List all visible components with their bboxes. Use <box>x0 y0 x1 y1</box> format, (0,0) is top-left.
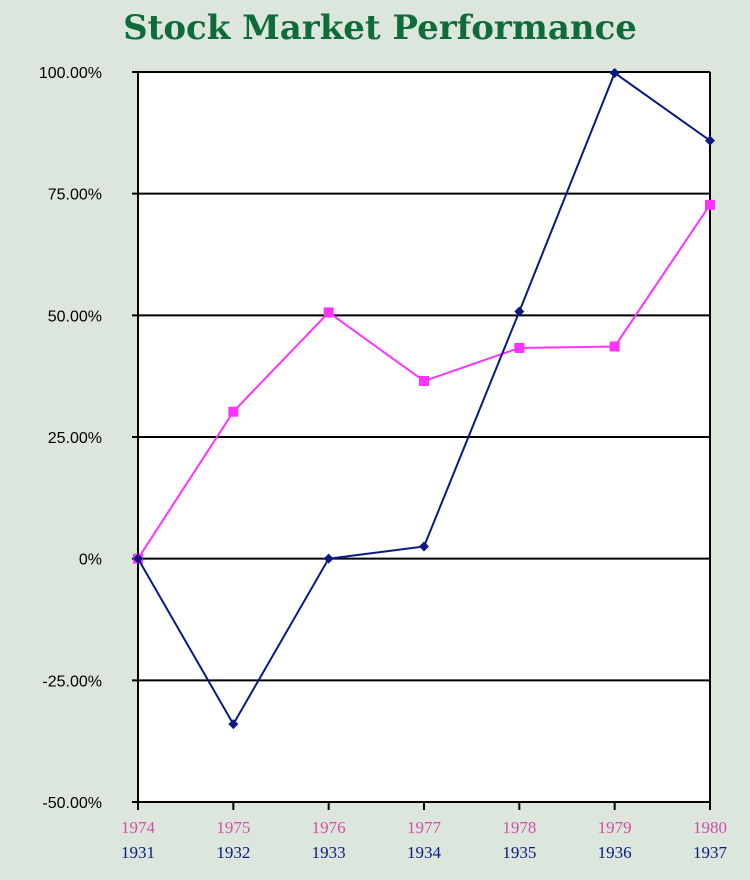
y-tick-label: 25.00% <box>48 430 102 447</box>
x-axis-tick-labels: 1974 1931 1975 1932 1976 1933 1977 1934 1978 1935… <box>121 818 728 862</box>
y-tick-label: -50.00% <box>42 795 102 812</box>
y-tick-label: 0% <box>79 552 102 569</box>
x-tick-label-bottom: 1937 <box>693 843 728 862</box>
data-series <box>133 67 715 730</box>
x-tick-label-top: 1979 <box>598 818 632 837</box>
data-point-square <box>609 341 620 352</box>
data-point-diamond <box>228 719 239 730</box>
x-tick-label-bottom: 1935 <box>502 843 536 862</box>
y-tick-label: 75.00% <box>48 187 102 204</box>
data-point-square <box>228 406 239 417</box>
data-point-diamond <box>419 541 429 552</box>
y-axis-tick-labels: -50.00% -25.00% 0% 25.00% 50.00% 75.00% 100.00… <box>39 65 102 812</box>
data-point-diamond <box>705 135 715 146</box>
x-tick-label-bottom: 1936 <box>598 843 632 862</box>
x-tick-label-bottom: 1932 <box>216 843 250 862</box>
x-tick-label-top: 1977 <box>407 818 442 837</box>
x-tick-label-top: 1980 <box>693 818 727 837</box>
axes <box>137 72 711 810</box>
x-tick-label-bottom: 1931 <box>121 843 155 862</box>
data-point-diamond <box>133 553 143 564</box>
data-point-square <box>514 342 525 353</box>
data-point-diamond <box>514 306 525 317</box>
y-tick-label: -25.00% <box>42 673 102 690</box>
x-tick-label-bottom: 1933 <box>312 843 346 862</box>
data-point-square <box>419 376 429 387</box>
x-tick-label-bottom: 1934 <box>407 843 442 862</box>
data-point-diamond <box>609 67 620 78</box>
x-tick-label-top: 1976 <box>312 818 346 837</box>
chart-title: Stock Market Performance <box>123 8 637 48</box>
y-tick-label: 100.00% <box>39 65 102 82</box>
data-point-square <box>705 199 715 210</box>
y-tick-label: 50.00% <box>48 308 102 325</box>
data-point-square <box>323 307 334 318</box>
data-point-diamond <box>323 553 334 564</box>
x-tick-label-top: 1974 <box>121 818 156 837</box>
x-tick-label-top: 1978 <box>502 818 536 837</box>
x-tick-label-top: 1975 <box>216 818 250 837</box>
